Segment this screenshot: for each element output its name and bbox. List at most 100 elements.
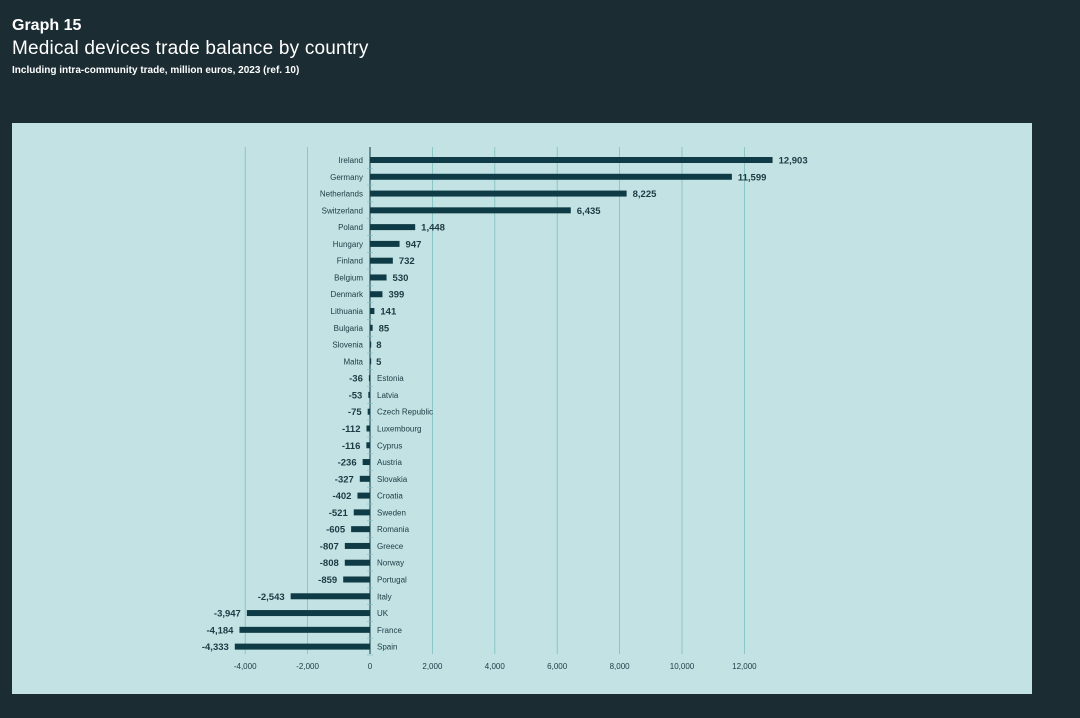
bar-chart: Ireland 12,903 Germany 11,599 Netherlands 8,2… [202,147,808,671]
bar-finland [370,257,393,264]
bar-hungary [370,240,400,247]
bar-spain [234,643,370,650]
category-label: Ireland [339,156,363,165]
value-label: -116 [342,441,361,452]
bar-belgium [370,274,387,281]
value-label: 141 [380,307,397,318]
bar-malta [370,358,372,365]
value-label: -2,543 [258,592,285,603]
category-label: Latvia [377,391,399,400]
x-tick-label: 0 [368,662,373,671]
value-label: 8,225 [633,189,657,200]
value-label: -3,947 [214,609,241,620]
category-label: Estonia [377,374,404,383]
bar-slovenia [370,341,372,348]
value-label: 947 [406,239,422,250]
category-label: Switzerland [322,206,363,215]
bar-lithuania [370,308,375,315]
value-label: 85 [379,323,390,334]
bar-italy [290,593,370,600]
category-label: Bulgaria [334,324,364,333]
value-label: -4,333 [202,642,229,653]
category-label: Hungary [333,240,363,249]
value-label: 1,448 [421,223,445,234]
value-label: -36 [349,374,363,385]
category-label: Norway [377,559,404,568]
value-label: -521 [329,508,349,519]
value-label: -605 [326,525,346,536]
labels: Ireland 12,903 Germany 11,599 Netherlands 8,2… [202,156,808,654]
category-label: France [377,626,402,635]
chart-title: Medical devices trade balance by country [12,38,369,59]
graph-label: Graph 15 [12,17,82,34]
value-label: 6,435 [577,206,601,217]
category-label: Belgium [334,273,363,282]
value-label: -4,184 [207,625,235,636]
category-label: Luxembourg [377,424,421,433]
bar-cyprus [366,442,370,449]
value-label: 11,599 [738,172,767,183]
value-label: 5 [376,357,382,368]
bar-luxembourg [366,425,370,432]
bar-czech-republic [367,408,370,415]
value-label: 399 [388,290,404,301]
category-label: Germany [330,173,363,182]
bar-france [239,626,370,633]
value-label: -236 [338,458,357,469]
category-label: Slovakia [377,475,408,484]
category-label: Netherlands [320,190,363,199]
bar-poland [370,224,416,231]
value-label: -112 [342,424,361,435]
x-tick-label: 8,000 [610,662,631,671]
bar-austria [362,459,370,466]
x-tick-label: -4,000 [234,662,257,671]
value-label: 8 [376,340,381,351]
chart-subtitle: Including intra-community trade, million… [12,65,300,76]
bar-ireland [370,157,773,163]
x-axis: -4,000 -2,000 0 2,000 4,000 6,000 8,000 10,000 1… [234,662,757,671]
category-label: Finland [337,257,363,266]
category-label: Denmark [331,290,364,299]
category-label: Lithuania [331,307,364,316]
bar-portugal [343,576,370,583]
category-label: Greece [377,542,404,551]
x-tick-label: 2,000 [422,662,443,671]
x-tick-label: 12,000 [732,662,757,671]
value-label: 530 [393,273,409,284]
grid-lines [244,147,745,656]
x-tick-label: 10,000 [670,662,695,671]
x-tick-label: -2,000 [296,662,319,671]
bar-netherlands [370,190,627,197]
category-label: UK [377,609,389,618]
value-label: -402 [332,491,351,502]
x-tick-label: 6,000 [547,662,568,671]
bar-estonia [368,375,371,382]
category-label: Austria [377,458,402,467]
value-label: -327 [335,474,354,485]
value-label: -53 [349,390,363,401]
value-label: -859 [318,575,337,586]
value-label: -807 [320,541,339,552]
bar-slovakia [359,475,370,482]
bar-latvia [368,391,370,398]
category-label: Cyprus [377,441,402,450]
bar-norway [344,559,370,566]
value-label: 732 [399,256,415,267]
value-label: -75 [348,407,362,418]
category-label: Czech Republic [377,408,433,417]
bar-romania [351,526,370,533]
category-label: Italy [377,592,392,601]
category-label: Malta [343,357,363,366]
bar-uk [246,610,370,617]
category-label: Sweden [377,508,406,517]
bar-greece [344,542,370,549]
category-label: Romania [377,525,410,534]
category-label: Spain [377,643,397,652]
value-label: -808 [320,558,339,569]
header: Graph 15 Medical devices trade balance b… [12,16,369,78]
chart-panel: Ireland 12,903 Germany 11,599 Netherlands 8,2… [12,123,1032,694]
x-tick-label: 4,000 [485,662,506,671]
bar-germany [370,173,732,180]
bar-bulgaria [370,324,373,331]
bar-croatia [357,492,370,499]
